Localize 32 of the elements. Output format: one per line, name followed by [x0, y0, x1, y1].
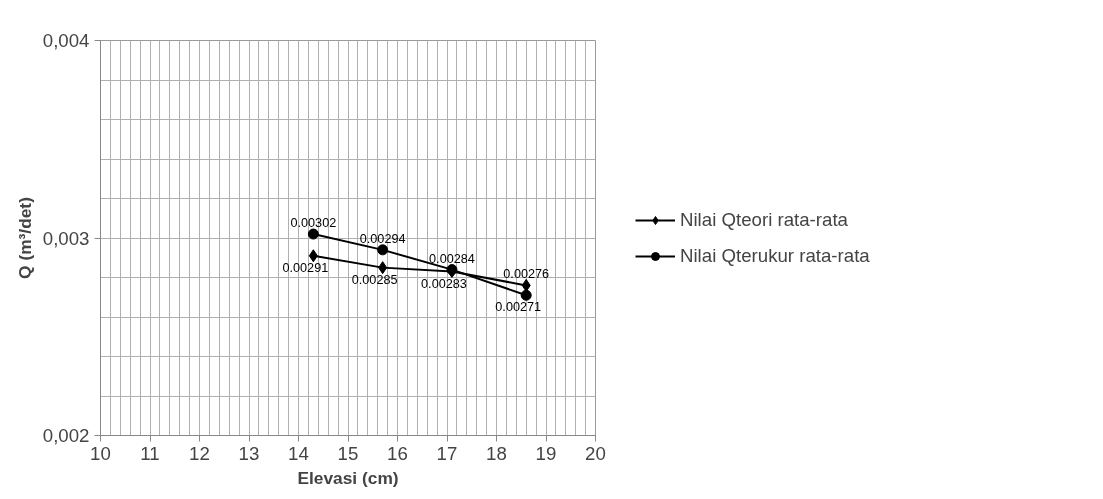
y-tick-label: 0,003 — [42, 227, 90, 249]
data-label: 0.00294 — [359, 231, 406, 246]
x-tick-label: 20 — [585, 442, 606, 464]
data-label: 0.00284 — [429, 251, 475, 266]
y-tick-label: 0,004 — [42, 30, 90, 51]
y-axis-title: Q (m³/det) — [14, 197, 35, 279]
point — [308, 249, 318, 263]
x-tick-label: 19 — [535, 442, 557, 464]
x-tick-label: 10 — [90, 442, 111, 464]
x-tick-label: 15 — [337, 442, 359, 464]
data-label: 0.00291 — [282, 260, 329, 275]
x-axis-title: Elevasi (cm) — [297, 467, 399, 488]
x-tick-label: 12 — [189, 442, 210, 464]
point — [377, 244, 389, 256]
x-tick-label: 11 — [140, 442, 160, 464]
data-label: 0.00276 — [503, 267, 550, 282]
point — [378, 261, 388, 275]
x-tick-label: 14 — [288, 442, 309, 464]
data-label: 0.00271 — [495, 300, 542, 315]
data-label: 0.00302 — [290, 216, 337, 231]
x-tick-label: 17 — [436, 442, 458, 464]
data-label: 0.00283 — [421, 276, 467, 291]
legend-label: Nilai Qteori rata-rata — [680, 208, 848, 231]
x-tick-label: 16 — [387, 442, 408, 464]
x-tick-label: 13 — [238, 442, 260, 464]
x-tick-label: 18 — [486, 442, 507, 464]
point — [520, 289, 532, 301]
point — [307, 228, 319, 240]
y-tick-label: 0,002 — [42, 425, 90, 446]
point — [521, 278, 531, 292]
data-label: 0.00285 — [351, 272, 398, 287]
legend-label: Nilai Qterukur rata-rata — [680, 244, 870, 267]
